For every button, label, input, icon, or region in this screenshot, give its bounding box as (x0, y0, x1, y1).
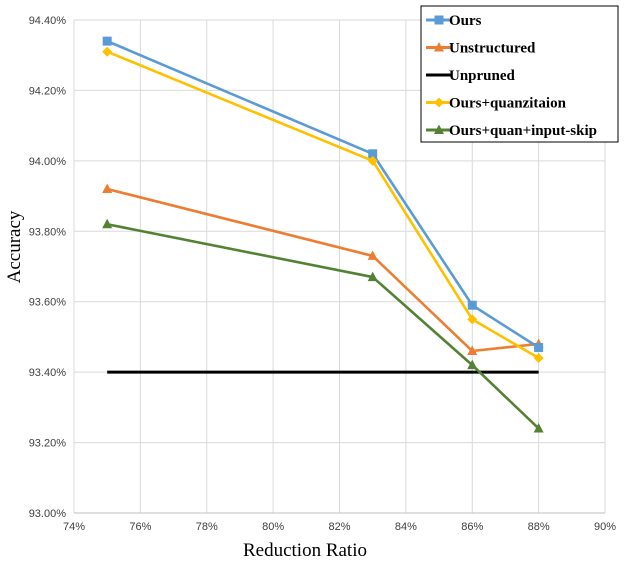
gridlines (73, 19, 606, 514)
legend-swatch-marker (434, 42, 444, 52)
data-point (533, 422, 544, 433)
x-tick-label: 74% (63, 521, 85, 533)
legend-item: Ours (426, 13, 482, 29)
data-point (467, 359, 478, 370)
legend-swatch-marker (434, 15, 444, 25)
x-tick-label: 88% (528, 521, 550, 533)
y-tick-label: 93.20% (29, 438, 67, 450)
series-layer (102, 36, 544, 433)
data-point (102, 36, 112, 46)
x-tick-label: 86% (461, 521, 483, 533)
x-axis-ticks: 74% 76% 78% 80% 82% 84% 86% 88% 90% (63, 521, 616, 533)
legend-item: Unstructured (426, 41, 536, 57)
y-axis-title: Accuracy (4, 210, 25, 283)
series-ours-quan-input-skip (102, 218, 544, 433)
legend-label: Unpruned (449, 68, 516, 84)
legend-item: Unpruned (426, 68, 516, 84)
data-point (533, 353, 544, 364)
data-point (102, 183, 113, 194)
legend-label: Ours+quan+input-skip (449, 123, 597, 139)
x-tick-label: 80% (262, 521, 284, 533)
y-tick-label: 94.20% (29, 85, 67, 97)
data-point (467, 314, 478, 325)
x-tick-label: 76% (129, 521, 151, 533)
x-tick-label: 90% (594, 521, 616, 533)
data-point (467, 300, 477, 310)
data-point (102, 46, 113, 57)
series-line (106, 222, 540, 430)
data-point (534, 342, 544, 352)
data-point (367, 250, 378, 260)
y-tick-label: 94.00% (29, 156, 67, 168)
series-line (106, 39, 540, 349)
legend-item: Ours+quanzitaion (426, 96, 567, 112)
legend-swatch-marker (434, 97, 444, 108)
legend-label: Ours+quanzitaion (449, 96, 567, 112)
y-tick-label: 93.40% (29, 367, 67, 379)
series-unstructured (102, 183, 544, 356)
data-point (102, 218, 113, 229)
legend-swatch-marker (434, 124, 444, 134)
series-line (106, 187, 539, 353)
series-ours (102, 36, 544, 352)
x-tick-label: 84% (395, 521, 417, 533)
data-point (367, 155, 378, 166)
y-tick-label: 93.80% (29, 226, 67, 238)
y-tick-label: 93.60% (29, 297, 67, 309)
y-tick-label: 93.00% (29, 508, 67, 520)
legend: Ours Unstructured Unpruned Ours+quanzitaion… (420, 5, 619, 143)
x-tick-label: 78% (196, 521, 218, 533)
y-axis-ticks: 93.00% 93.20% 93.40% 93.60% 93.80% 94.00% 94.2… (29, 15, 67, 520)
data-point (367, 271, 378, 282)
x-axis-title: Reduction Ratio (243, 540, 367, 561)
x-tick-label: 82% (328, 521, 350, 533)
legend-item: Ours+quan+input-skip (426, 123, 597, 139)
data-point (467, 345, 478, 356)
data-point (368, 149, 378, 159)
legend-label: Ours (449, 13, 482, 29)
series-ours-quanzitaion (102, 46, 544, 364)
series-line (106, 50, 540, 360)
y-tick-label: 94.40% (29, 15, 67, 27)
legend-label: Unstructured (449, 41, 536, 57)
legend-box (420, 5, 619, 143)
